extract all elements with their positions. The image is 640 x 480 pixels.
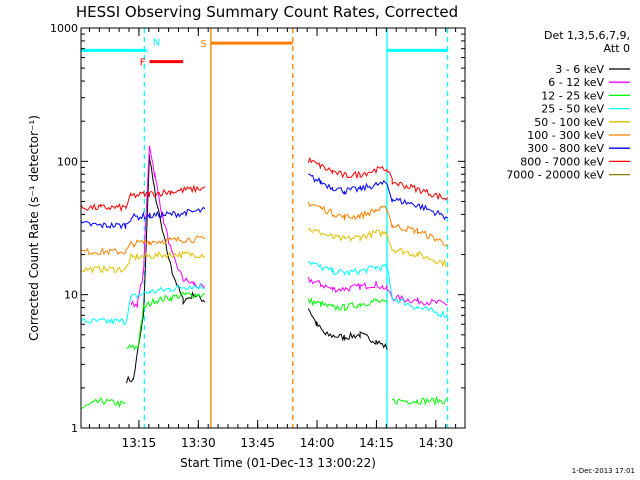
series-1-segment-0 [130,145,206,308]
series-5 [80,201,448,256]
series-5-segment-1 [307,201,448,247]
series-6 [80,173,448,230]
flag-label-4: S [200,39,206,50]
x-tick-label-5: 14:30 [419,436,454,450]
x-tick-label-3: 14:00 [300,436,335,450]
series-6-segment-0 [80,206,206,230]
series-5-segment-0 [80,235,206,256]
legend-label-4: 50 - 100 keV [534,116,604,129]
series-4-segment-1 [307,227,448,268]
series-4-segment-0 [80,250,206,275]
plot-frame [80,27,466,429]
series-7-segment-0 [80,184,206,213]
series-1-segment-1 [307,276,448,306]
series-7-segment-1 [307,156,449,201]
legend-label-7: 800 - 7000 keV [520,155,604,168]
y-tick-label-3: 1000 [50,22,78,35]
legend-label-0: 3 - 6 keV [555,63,604,76]
series-2 [80,291,448,409]
series-3-segment-0 [80,282,206,326]
series-6-segment-1 [308,173,448,221]
legend-label-3: 25 - 50 keV [541,103,604,116]
x-tick-label-0: 13:15 [122,436,157,450]
y-tick-label-2: 100 [57,155,78,168]
series-1 [130,145,448,308]
legend-label-8: 7000 - 20000 keV [506,169,604,182]
legend-label-5: 100 - 300 keV [527,129,604,142]
series-7 [80,156,449,213]
legend-label-6: 300 - 800 keV [527,142,604,155]
series-2-segment-3 [391,395,448,406]
series-2-segment-0 [80,397,126,409]
chart-title: HESSI Observing Summary Count Rates, Cor… [76,3,458,21]
x-axis-label: Start Time (01-Dec-13 13:00:22) [180,456,376,470]
legend-header-line2: Att 0 [604,42,630,55]
footer-timestamp: 1-Dec-2013 17:01 [572,467,635,475]
series-2-segment-1 [126,291,205,351]
y-tick-label-1: 10 [64,289,78,302]
series-3 [80,261,449,326]
legend-label-2: 12 - 25 keV [541,89,604,102]
y-tick-label-0: 1 [71,422,78,435]
plot-area: NF S [80,28,449,428]
x-tick-label-2: 13:45 [240,436,275,450]
series-0-segment-1 [307,308,388,350]
flag-label-1: N [153,37,160,48]
series-2-segment-2 [307,297,388,312]
y-axis-label: Corrected Count Rate (s⁻¹ detector⁻¹) [27,115,41,341]
series-3-segment-1 [307,261,449,318]
legend-label-1: 6 - 12 keV [548,76,604,89]
series-4 [80,227,448,275]
flag-label-3: F [140,58,146,69]
x-tick-label-1: 13:30 [181,436,216,450]
series-0 [126,154,388,384]
y-axis: 1 10 100 1000 [50,22,465,435]
x-axis: 13:15 13:30 13:45 14:00 14:15 14:30 [88,28,457,450]
legend-header-line1: Det 1,3,5,6,7,9, [544,29,630,42]
x-tick-label-4: 14:15 [359,436,394,450]
